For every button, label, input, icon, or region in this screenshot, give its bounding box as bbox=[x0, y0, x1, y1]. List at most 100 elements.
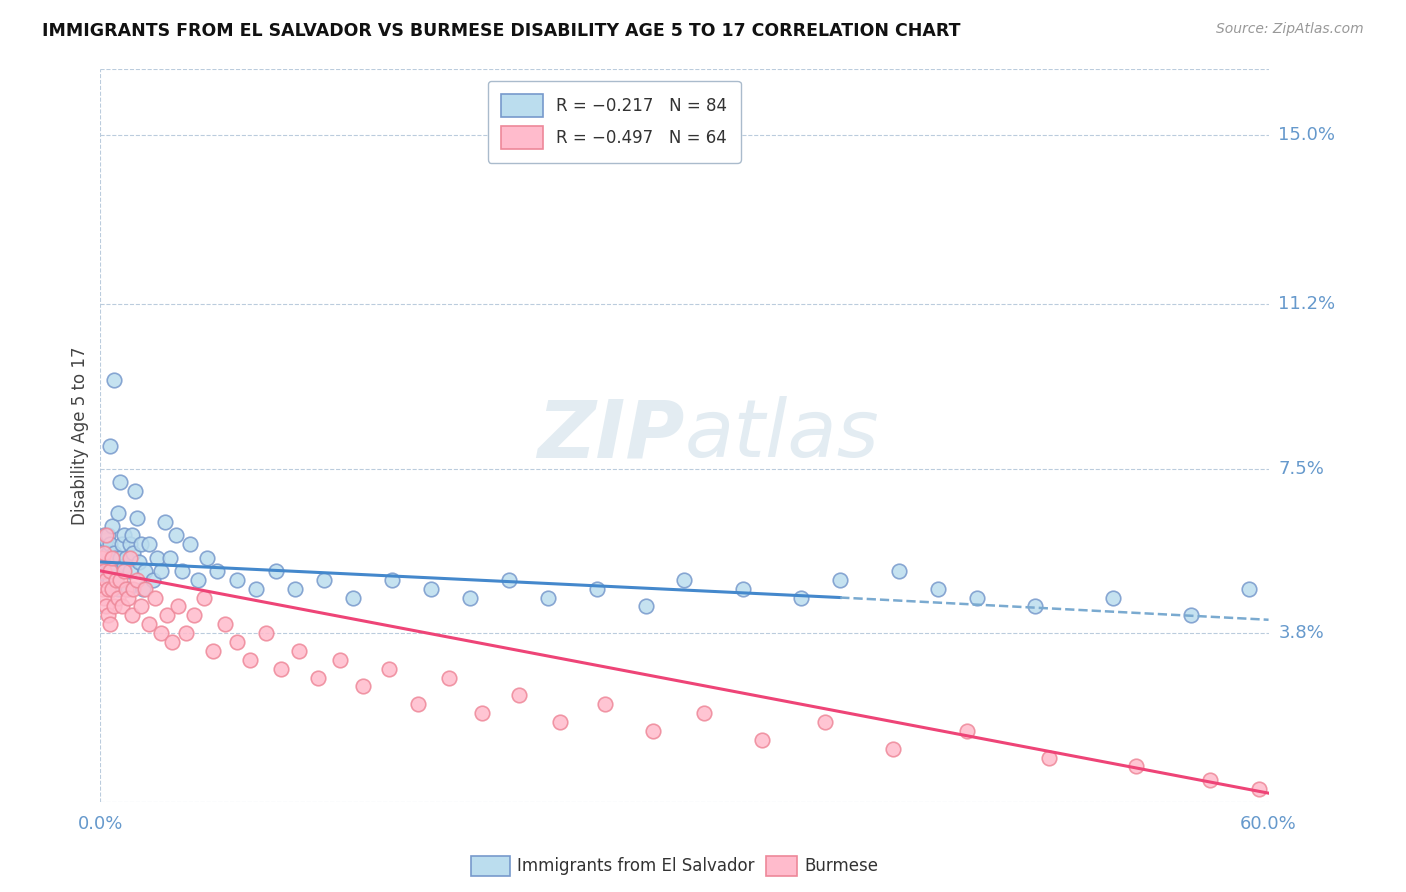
Point bbox=[103, 373, 125, 387]
Point bbox=[114, 582, 136, 596]
Point bbox=[731, 582, 754, 596]
Point bbox=[111, 599, 134, 614]
Point bbox=[155, 608, 177, 623]
Point bbox=[127, 573, 149, 587]
Point bbox=[342, 591, 364, 605]
Point bbox=[165, 528, 187, 542]
Point bbox=[537, 591, 560, 605]
Point bbox=[146, 550, 169, 565]
Point bbox=[93, 537, 115, 551]
Point bbox=[437, 671, 460, 685]
Point bbox=[1038, 750, 1060, 764]
Text: IMMIGRANTS FROM EL SALVADOR VS BURMESE DISABILITY AGE 5 TO 17 CORRELATION CHART: IMMIGRANTS FROM EL SALVADOR VS BURMESE D… bbox=[42, 22, 960, 40]
Text: 60.0%: 60.0% bbox=[1240, 815, 1296, 833]
Point bbox=[101, 555, 124, 569]
Point bbox=[104, 573, 127, 587]
Point bbox=[117, 582, 139, 596]
Point bbox=[183, 608, 205, 623]
Text: Immigrants from El Salvador: Immigrants from El Salvador bbox=[517, 857, 755, 875]
Point bbox=[179, 537, 201, 551]
Point bbox=[117, 591, 139, 605]
Point bbox=[132, 582, 155, 596]
Y-axis label: Disability Age 5 to 17: Disability Age 5 to 17 bbox=[72, 346, 89, 524]
Point bbox=[138, 537, 160, 551]
Point bbox=[225, 635, 247, 649]
Point bbox=[98, 555, 121, 569]
Point bbox=[634, 599, 657, 614]
Point bbox=[96, 550, 118, 565]
Point bbox=[214, 617, 236, 632]
Point bbox=[103, 564, 125, 578]
Point bbox=[830, 573, 852, 587]
Point bbox=[91, 541, 114, 556]
Point bbox=[121, 528, 143, 542]
Point bbox=[966, 591, 988, 605]
Point bbox=[134, 582, 156, 596]
Point bbox=[205, 564, 228, 578]
Point bbox=[264, 564, 287, 578]
Point bbox=[93, 555, 115, 569]
Point bbox=[96, 528, 118, 542]
Point bbox=[673, 573, 696, 587]
Text: 11.2%: 11.2% bbox=[1278, 295, 1336, 313]
Point bbox=[96, 573, 118, 587]
Point bbox=[149, 564, 172, 578]
Point bbox=[91, 550, 114, 565]
Point bbox=[1237, 582, 1260, 596]
Point bbox=[122, 582, 145, 596]
Point bbox=[124, 483, 146, 498]
Point bbox=[103, 599, 125, 614]
Point bbox=[420, 582, 443, 596]
Point bbox=[134, 564, 156, 578]
Point bbox=[172, 564, 194, 578]
Point bbox=[101, 582, 124, 596]
Point bbox=[91, 559, 114, 574]
Point bbox=[138, 617, 160, 632]
Point bbox=[97, 528, 120, 542]
Point bbox=[406, 698, 429, 712]
Point bbox=[288, 644, 311, 658]
Point bbox=[112, 528, 135, 542]
Point bbox=[458, 591, 481, 605]
Point bbox=[377, 662, 399, 676]
Point bbox=[118, 550, 141, 565]
Point bbox=[548, 714, 571, 729]
Point bbox=[1247, 781, 1270, 796]
Point bbox=[97, 546, 120, 560]
Point bbox=[129, 537, 152, 551]
Point bbox=[108, 550, 131, 565]
Point bbox=[693, 706, 716, 720]
Point bbox=[239, 653, 262, 667]
Point bbox=[329, 653, 352, 667]
Text: Source: ZipAtlas.com: Source: ZipAtlas.com bbox=[1216, 22, 1364, 37]
Point bbox=[352, 680, 374, 694]
Point bbox=[174, 626, 197, 640]
Point bbox=[1199, 772, 1222, 787]
Point bbox=[93, 546, 115, 560]
Point bbox=[167, 599, 190, 614]
Point bbox=[93, 546, 115, 560]
Text: 7.5%: 7.5% bbox=[1278, 459, 1324, 477]
Point bbox=[149, 626, 172, 640]
Point bbox=[101, 582, 124, 596]
Point bbox=[107, 506, 129, 520]
Point bbox=[98, 439, 121, 453]
Point bbox=[111, 537, 134, 551]
Point bbox=[1180, 608, 1202, 623]
Point bbox=[956, 723, 979, 738]
Point bbox=[314, 573, 336, 587]
Point bbox=[118, 537, 141, 551]
Point bbox=[118, 564, 141, 578]
Point bbox=[153, 515, 176, 529]
Point bbox=[643, 723, 665, 738]
Point bbox=[270, 662, 292, 676]
Point bbox=[225, 573, 247, 587]
Point bbox=[104, 550, 127, 565]
Point bbox=[97, 608, 120, 623]
Point bbox=[122, 546, 145, 560]
Point bbox=[97, 564, 120, 578]
Point bbox=[96, 599, 118, 614]
Point bbox=[93, 564, 115, 578]
Point bbox=[284, 582, 307, 596]
Point bbox=[108, 573, 131, 587]
